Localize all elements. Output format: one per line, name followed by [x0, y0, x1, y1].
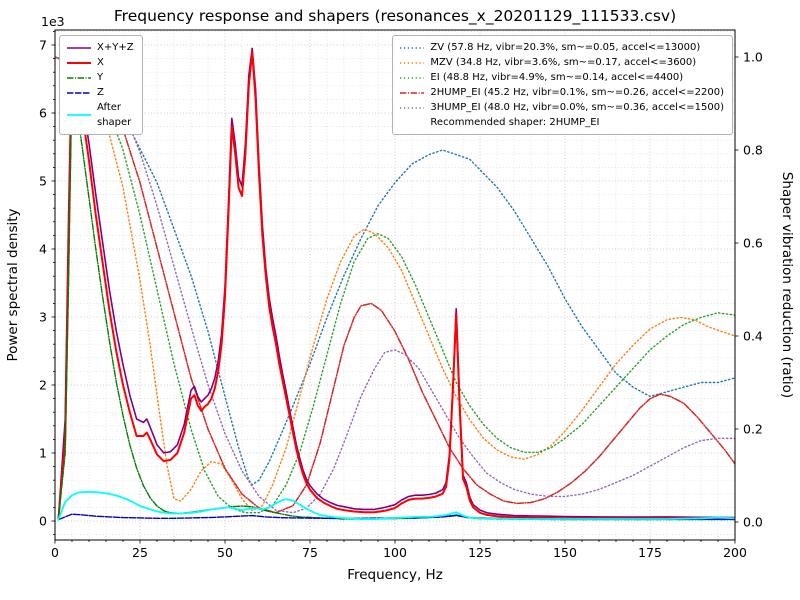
svg-text:200: 200 [723, 545, 747, 560]
series-psd-y [57, 74, 735, 521]
shaper-mzv-line-sample [399, 57, 425, 69]
series-shaper-ei [55, 56, 735, 514]
svg-text:25: 25 [132, 545, 148, 560]
legend-item-psd-xyz: X+Y+Z [66, 40, 134, 55]
legend-item-shaper-2hump-ei: 2HUMP_EI (45.2 Hz, vibr=0.1%, sm~=0.26, … [399, 85, 724, 100]
psd-x-line-sample [66, 57, 92, 69]
y-left-offset-label: 1e3 [41, 14, 65, 29]
svg-text:0.0: 0.0 [743, 515, 763, 530]
psd-z-line-sample [66, 87, 92, 99]
legend-label: EI (48.8 Hz, vibr=4.9%, sm~=0.14, accel<… [430, 72, 684, 83]
svg-text:0.4: 0.4 [743, 329, 763, 344]
legend-item-shaper-mzv: MZV (34.8 Hz, vibr=3.6%, sm~=0.17, accel… [399, 55, 724, 70]
axis-ticks [51, 30, 739, 544]
legend-label: Z [97, 87, 104, 98]
series-group [55, 44, 735, 521]
svg-text:1: 1 [39, 446, 47, 461]
chart-title: Frequency response and shapers (resonanc… [114, 7, 676, 26]
legend-item-shaper-zv: ZV (57.8 Hz, vibr=20.3%, sm~=0.05, accel… [399, 40, 724, 55]
series-shaper-2hump-ei [55, 56, 735, 514]
legend-label: After shaper [97, 102, 132, 128]
legend-item-psd-y: Y [66, 70, 134, 85]
svg-text:0: 0 [51, 545, 59, 560]
svg-text:3: 3 [39, 310, 47, 325]
svg-text:4: 4 [39, 242, 47, 257]
svg-text:100: 100 [383, 545, 407, 560]
legend-label: X [97, 57, 104, 68]
svg-text:0: 0 [39, 514, 47, 529]
shaper-3hump-ei-line-sample [399, 102, 425, 114]
svg-text:75: 75 [302, 545, 318, 560]
legend-psd: X+Y+Z X Y Z After shaper [59, 35, 143, 135]
series-shaper-mzv [55, 56, 735, 512]
svg-text:2: 2 [39, 378, 47, 393]
svg-text:7: 7 [39, 38, 47, 53]
legend-shapers: ZV (57.8 Hz, vibr=20.3%, sm~=0.05, accel… [392, 35, 733, 135]
series-shaper-zv [55, 56, 735, 486]
svg-text:125: 125 [468, 545, 492, 560]
legend-label: 3HUMP_EI (48.0 Hz, vibr=0.0%, sm~=0.36, … [430, 102, 724, 113]
legend-shapers-rows: ZV (57.8 Hz, vibr=20.3%, sm~=0.05, accel… [399, 40, 724, 115]
svg-text:0.8: 0.8 [743, 143, 763, 158]
svg-text:0.6: 0.6 [743, 236, 763, 251]
legend-label: 2HUMP_EI (45.2 Hz, vibr=0.1%, sm~=0.26, … [430, 87, 724, 98]
legend-item-psd-after-shaper: After shaper [66, 100, 134, 130]
psd-after-shaper-line-sample [66, 109, 92, 121]
svg-text:6: 6 [39, 106, 47, 121]
y-right-axis-label: Shaper vibration reduction (ratio) [779, 172, 795, 398]
legend-item-psd-x: X [66, 55, 134, 70]
recommended-shaper-note: Recommended shaper: 2HUMP_EI [430, 117, 600, 128]
psd-y-line-sample [66, 72, 92, 84]
y-left-axis-label: Power spectral density [5, 208, 21, 361]
legend-item-shaper-ei: EI (48.8 Hz, vibr=4.9%, sm~=0.14, accel<… [399, 70, 724, 85]
x-axis-label: Frequency, Hz [347, 567, 443, 583]
legend-label: ZV (57.8 Hz, vibr=20.3%, sm~=0.05, accel… [430, 42, 701, 53]
tick-labels: 0 25 50 75 100 125 150 175 200 0 1 2 3 4 5 6 7 0.0 0.2 0.4 0… [39, 38, 763, 561]
shaper-2hump-ei-line-sample [399, 87, 425, 99]
svg-text:150: 150 [553, 545, 577, 560]
shaper-ei-line-sample [399, 72, 425, 84]
svg-text:5: 5 [39, 174, 47, 189]
svg-text:1.0: 1.0 [743, 50, 763, 65]
psd-xyz-line-sample [66, 42, 92, 54]
legend-label: MZV (34.8 Hz, vibr=3.6%, sm~=0.17, accel… [430, 57, 697, 68]
svg-text:175: 175 [638, 545, 662, 560]
legend-item-psd-z: Z [66, 85, 134, 100]
svg-text:0.2: 0.2 [743, 422, 763, 437]
shaper-zv-line-sample [399, 42, 425, 54]
legend-label: X+Y+Z [97, 42, 134, 53]
legend-item-shaper-3hump-ei: 3HUMP_EI (48.0 Hz, vibr=0.0%, sm~=0.36, … [399, 100, 724, 115]
svg-text:50: 50 [217, 545, 233, 560]
series-psd-x [57, 50, 735, 521]
series-psd-after-shaper [57, 490, 735, 521]
series-shaper-3hump-ei [55, 56, 735, 514]
legend-label: Y [97, 72, 104, 83]
